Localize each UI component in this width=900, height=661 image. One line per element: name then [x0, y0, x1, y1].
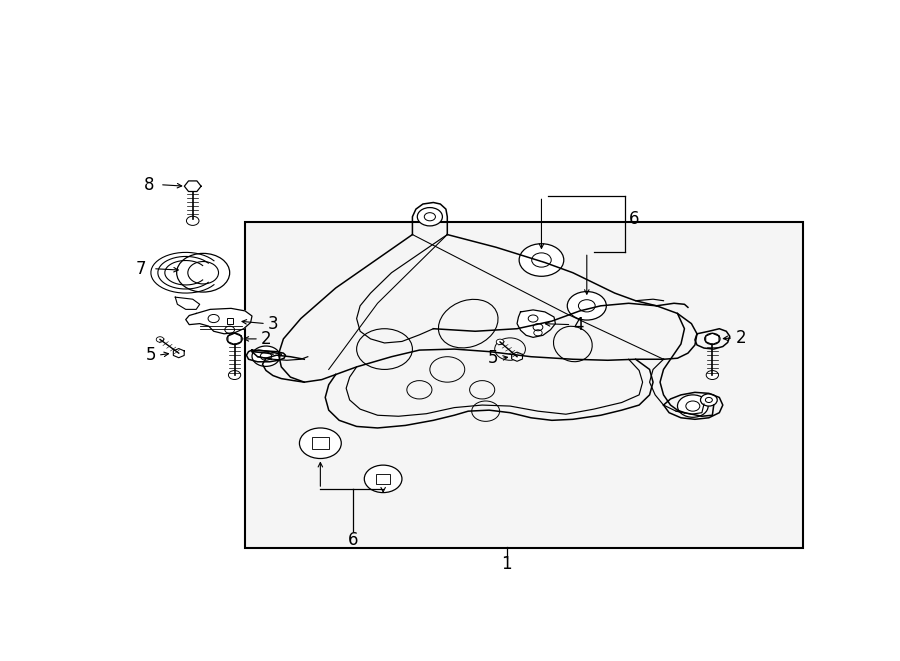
- Text: 7: 7: [135, 260, 146, 278]
- Text: 2: 2: [735, 329, 746, 347]
- Bar: [245, 222, 803, 547]
- Circle shape: [229, 371, 240, 379]
- Circle shape: [678, 395, 708, 417]
- Polygon shape: [174, 348, 184, 358]
- Polygon shape: [185, 308, 252, 334]
- Text: 5: 5: [146, 346, 156, 364]
- Circle shape: [519, 244, 563, 276]
- Polygon shape: [184, 181, 201, 192]
- Circle shape: [496, 339, 504, 344]
- Circle shape: [700, 394, 717, 406]
- Polygon shape: [511, 352, 523, 362]
- Text: 5: 5: [488, 349, 498, 368]
- Polygon shape: [176, 297, 200, 309]
- Polygon shape: [517, 310, 555, 337]
- Circle shape: [157, 336, 164, 342]
- Text: 1: 1: [501, 555, 512, 573]
- Circle shape: [300, 428, 341, 459]
- Text: 3: 3: [267, 315, 278, 332]
- Bar: [376, 474, 390, 484]
- Text: 4: 4: [573, 316, 583, 334]
- Circle shape: [705, 333, 720, 344]
- Circle shape: [706, 371, 718, 379]
- Bar: [312, 437, 328, 449]
- Text: 8: 8: [143, 176, 154, 194]
- Text: 2: 2: [261, 330, 272, 348]
- Circle shape: [418, 208, 443, 226]
- Circle shape: [567, 292, 607, 320]
- Text: 6: 6: [348, 531, 358, 549]
- Circle shape: [227, 333, 242, 344]
- Circle shape: [252, 346, 280, 366]
- Text: 6: 6: [628, 210, 639, 228]
- Circle shape: [176, 253, 230, 292]
- Circle shape: [364, 465, 402, 492]
